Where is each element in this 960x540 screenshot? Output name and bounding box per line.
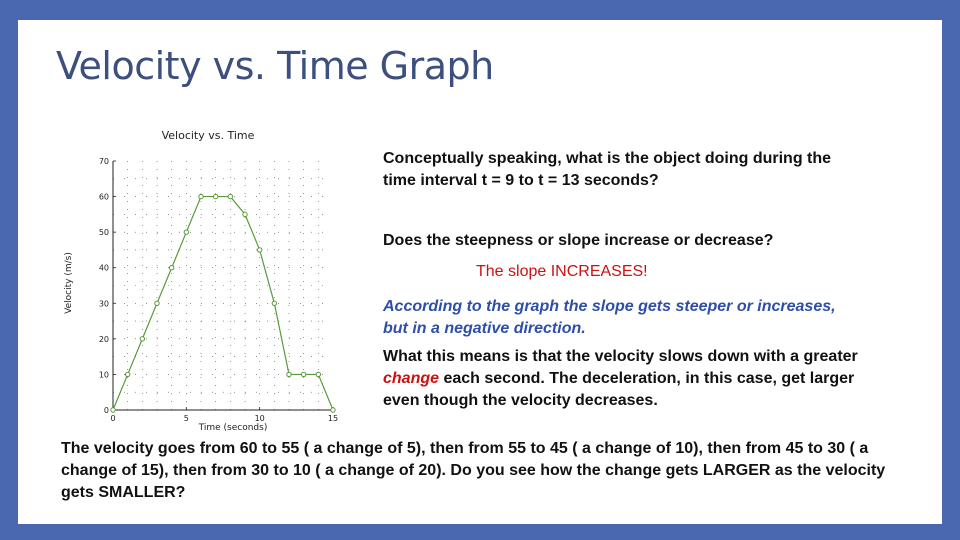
explanation-part-1: What this means is that the velocity slo…	[383, 348, 858, 365]
y-tick-label: 10	[99, 370, 109, 379]
chart-grid	[113, 161, 333, 410]
data-point	[242, 211, 248, 218]
explanation-part-2: each second. The deceleration, in this c…	[383, 370, 855, 409]
velocity-time-chart: Velocity vs. Time 0 10 20 30 40 50 60 70 0 5 10 15…	[64, 129, 338, 433]
data-point	[212, 193, 219, 200]
y-tick-label: 20	[99, 335, 109, 344]
y-tick-label: 70	[99, 157, 109, 166]
x-tick-label: 5	[184, 414, 189, 423]
x-axis-label: Time (seconds)	[198, 423, 268, 433]
summary-text: The velocity goes from 60 to 55 ( a chan…	[61, 440, 886, 501]
italic-note: According to the graph the slope gets st…	[383, 298, 836, 337]
x-tick-labels: 0 5 10 15	[110, 414, 338, 423]
y-tick-label: 60	[99, 193, 109, 202]
data-point	[139, 336, 146, 342]
y-tick-label: 40	[99, 264, 109, 273]
y-tick-label: 0	[104, 406, 109, 415]
y-tick-label: 50	[99, 228, 109, 237]
data-point	[330, 407, 336, 413]
data-point	[271, 300, 278, 306]
y-axis-label: Velocity (m/s)	[64, 252, 74, 314]
data-point	[154, 300, 160, 306]
slide-title: Velocity vs. Time Graph	[56, 44, 494, 88]
data-point	[286, 371, 292, 378]
x-tick-label: 0	[110, 414, 115, 423]
data-point	[227, 193, 234, 200]
x-tick-label: 15	[328, 414, 338, 423]
data-point	[256, 247, 263, 253]
chart-title: Velocity vs. Time	[162, 129, 255, 142]
explanation: What this means is that the velocity slo…	[383, 346, 863, 412]
data-point	[124, 371, 131, 378]
data-point	[183, 229, 190, 235]
data-point	[315, 371, 322, 378]
data-point	[110, 407, 116, 413]
series-line	[112, 195, 334, 411]
slide: Velocity vs. Time Graph Velocity vs. Tim…	[18, 20, 942, 524]
y-tick-labels: 0 10 20 30 40 50 60 70	[99, 157, 109, 415]
question-1: Conceptually speaking, what is the objec…	[383, 150, 832, 189]
answer-text: The slope INCREASES!	[476, 263, 648, 280]
data-point	[198, 193, 204, 200]
y-tick-label: 30	[99, 299, 109, 308]
explanation-highlight: change	[383, 370, 440, 387]
series-points	[110, 193, 336, 413]
data-point	[168, 265, 175, 271]
data-point	[300, 371, 307, 378]
x-tick-label: 10	[255, 414, 265, 423]
chart-axes	[112, 160, 334, 411]
question-2: Does the steepness or slope increase or …	[383, 232, 774, 249]
